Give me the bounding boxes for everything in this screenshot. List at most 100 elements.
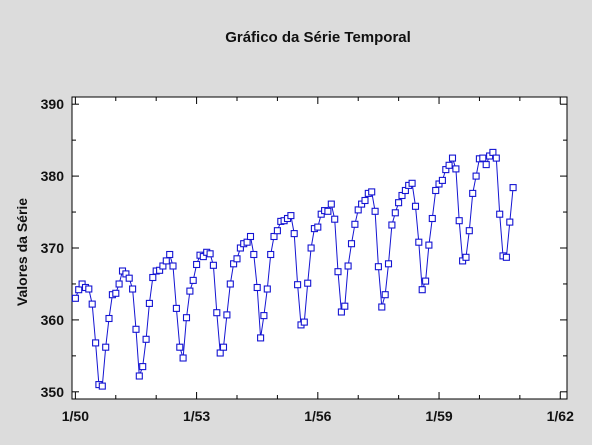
data-point <box>287 212 295 220</box>
y-tick-label: 370 <box>41 240 65 256</box>
data-point <box>502 253 510 261</box>
axis-ticks <box>72 97 567 399</box>
data-point <box>145 299 153 307</box>
data-point <box>219 343 228 351</box>
data-point <box>135 372 143 380</box>
data-point <box>384 260 393 268</box>
data-point <box>209 261 217 269</box>
data-point <box>250 250 258 259</box>
data-point <box>88 300 96 308</box>
data-point <box>85 285 93 293</box>
data-point <box>395 199 403 207</box>
data-point <box>139 363 147 371</box>
data-point <box>172 304 180 312</box>
chart-title: Gráfico da Série Temporal <box>225 29 411 46</box>
data-point <box>300 318 308 326</box>
data-point <box>327 200 335 208</box>
data-point <box>455 217 463 225</box>
data-point <box>438 176 446 184</box>
data-point <box>75 286 83 294</box>
data-point <box>307 244 315 252</box>
data-point <box>374 263 382 271</box>
x-tick-label: 1/53 <box>183 408 210 424</box>
data-point <box>267 250 275 259</box>
data-point <box>428 214 436 223</box>
data-point <box>465 227 473 235</box>
data-point <box>422 277 430 285</box>
data-point <box>98 382 106 390</box>
data-point <box>162 257 170 265</box>
plot-area <box>71 96 568 400</box>
data-point <box>479 154 487 162</box>
data-point <box>415 238 423 246</box>
data-point <box>92 339 100 347</box>
data-point <box>469 189 477 197</box>
data-point <box>257 334 265 342</box>
x-axis-tick-labels: 1/50 1/53 1/56 1/59 1/62 <box>62 408 574 424</box>
data-point <box>189 276 197 284</box>
data-point <box>273 227 281 235</box>
data-point <box>270 232 278 241</box>
data-point <box>105 314 113 323</box>
data-point <box>182 314 191 322</box>
data-point <box>253 283 261 292</box>
data-point <box>263 285 271 293</box>
data-point <box>472 172 480 180</box>
data-point <box>132 325 140 333</box>
x-tick-label: 1/50 <box>62 408 89 424</box>
data-point <box>260 312 268 320</box>
data-point <box>408 179 416 187</box>
data-point <box>233 255 241 263</box>
data-point <box>337 308 345 316</box>
y-axis-label: Valores da Série <box>14 198 30 306</box>
y-tick-label: 390 <box>41 96 65 112</box>
data-point <box>179 354 187 362</box>
data-point <box>371 207 379 215</box>
data-point <box>226 280 234 288</box>
y-tick-label: 360 <box>41 312 65 328</box>
data-point <box>432 186 440 195</box>
x-tick-label: 1/59 <box>425 408 452 424</box>
y-axis-tick-labels: 350 360 370 380 390 <box>41 96 65 400</box>
data-point <box>452 165 460 173</box>
data-point <box>341 302 349 310</box>
data-point <box>361 196 369 205</box>
x-tick-label: 1/62 <box>547 408 574 424</box>
data-point <box>193 260 201 269</box>
series-markers <box>71 148 517 390</box>
data-point <box>388 221 396 229</box>
data-point <box>489 148 497 156</box>
data-point <box>314 223 322 231</box>
data-point <box>149 273 157 282</box>
data-point <box>448 154 457 162</box>
y-tick-label: 350 <box>41 384 65 400</box>
data-point <box>378 303 386 311</box>
data-point <box>506 218 514 226</box>
data-point <box>351 220 359 228</box>
data-point <box>243 238 251 246</box>
y-tick-label: 380 <box>41 168 65 184</box>
data-point <box>115 280 123 288</box>
data-point <box>354 206 362 214</box>
data-point <box>344 262 352 270</box>
data-point <box>216 349 224 357</box>
data-point <box>509 184 517 192</box>
data-point <box>334 268 342 276</box>
data-point <box>462 253 470 261</box>
data-point <box>304 279 312 287</box>
data-point <box>169 262 177 270</box>
data-point <box>213 309 221 317</box>
data-point <box>142 335 150 343</box>
data-point <box>112 289 120 297</box>
data-point <box>102 343 110 351</box>
data-point <box>425 241 433 249</box>
data-point <box>391 209 399 217</box>
data-point <box>482 161 490 169</box>
data-point <box>125 274 133 282</box>
data-point <box>186 287 194 295</box>
data-point <box>418 286 426 294</box>
data-point <box>324 207 332 215</box>
data-point <box>246 232 255 241</box>
data-point <box>223 311 231 319</box>
